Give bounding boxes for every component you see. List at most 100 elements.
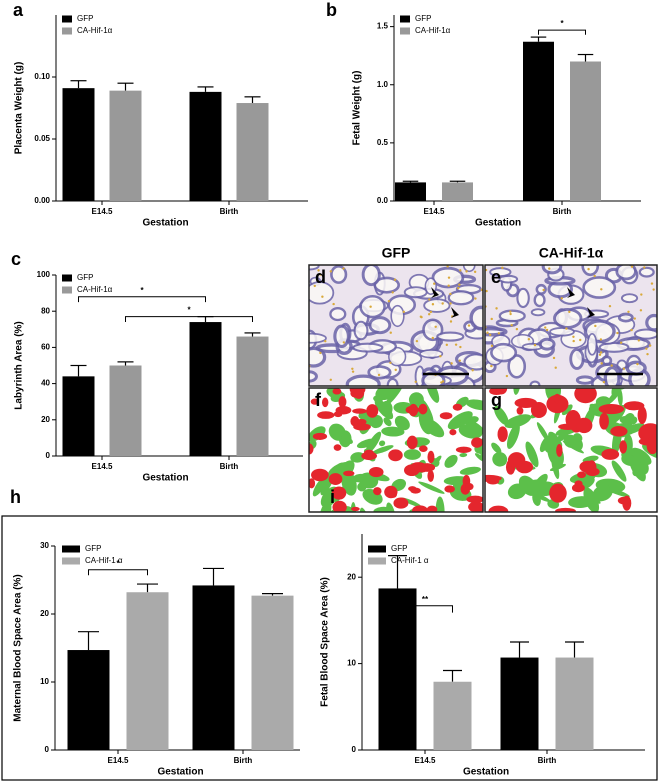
maternal-area (356, 418, 367, 425)
micrograph-frame (308, 387, 484, 513)
x-tick-label: E14.5 (424, 207, 445, 216)
bar (109, 90, 142, 201)
tissue (436, 331, 465, 342)
y-tick-label: 0.0 (377, 196, 389, 205)
tissue (388, 346, 407, 367)
cell (593, 274, 596, 278)
y-tick-label: 100 (37, 270, 51, 279)
maternal-area (579, 460, 597, 473)
cell (454, 343, 458, 346)
fetal-area (525, 441, 539, 468)
fetal-area (381, 426, 405, 437)
maternal-area (466, 495, 483, 504)
cell (394, 368, 397, 372)
panel-letter: d (315, 267, 326, 287)
cell (646, 352, 649, 356)
cell (560, 297, 563, 300)
tissue (469, 305, 483, 331)
cell (446, 265, 449, 268)
maternal-area (388, 449, 403, 462)
cell (545, 328, 549, 332)
panel-frame (1, 515, 658, 781)
maternal-area (549, 483, 567, 503)
arrowhead (587, 307, 595, 318)
y-tick-label: 80 (41, 306, 50, 315)
maternal-area (455, 446, 472, 453)
cell (329, 270, 333, 273)
tissue (345, 374, 381, 386)
cell (572, 335, 575, 338)
maternal-area (619, 440, 628, 454)
maternal-area (328, 473, 343, 486)
cell (637, 339, 641, 342)
maternal-area (410, 487, 421, 494)
maternal-area (393, 497, 409, 509)
significance-label: * (140, 286, 144, 295)
micrograph-frame (484, 264, 658, 387)
fetal-area (632, 464, 645, 477)
cell (433, 282, 436, 285)
tissue (586, 332, 598, 356)
tissue (569, 348, 585, 370)
tissue (352, 342, 384, 353)
tissue (498, 274, 519, 284)
tissue (582, 276, 617, 299)
legend-label: CA-Hif-1 α (85, 556, 123, 565)
cell (497, 332, 501, 335)
maternal-area (575, 417, 593, 434)
y-tick-label: 60 (41, 343, 50, 352)
significance-label: ** (422, 595, 429, 604)
tissue (403, 286, 428, 299)
fetal-area (561, 404, 573, 416)
fetal-area (568, 496, 594, 508)
cell (552, 356, 556, 360)
fetal-area (383, 417, 392, 427)
maternal-area (610, 426, 628, 437)
cell (630, 328, 633, 332)
cell (645, 347, 648, 350)
maternal-area (617, 496, 630, 505)
cell (627, 310, 630, 313)
fetal-area (312, 476, 328, 497)
fetal-area (492, 451, 508, 467)
cell (351, 367, 354, 370)
legend-swatch (62, 557, 80, 565)
bar (442, 182, 473, 201)
legend-label: GFP (415, 14, 431, 23)
maternal-area (637, 406, 647, 425)
fetal-area (608, 486, 620, 494)
cell (459, 269, 462, 272)
cell (598, 353, 602, 356)
cell (554, 366, 557, 369)
cell (393, 278, 397, 281)
fetal-area (394, 415, 410, 431)
tissue (516, 287, 530, 309)
cell (600, 288, 603, 291)
panel-letter: e (491, 267, 501, 287)
tissue (541, 265, 563, 275)
fetal-area (465, 399, 483, 411)
cell (652, 288, 655, 291)
cell (427, 313, 431, 316)
maternal-area (465, 483, 474, 491)
arrowhead (567, 287, 575, 298)
cell (458, 359, 461, 362)
tissue (419, 349, 444, 359)
maternal-area (497, 426, 508, 442)
y-tick-label: 10 (347, 659, 356, 668)
cell (465, 270, 468, 273)
cell (391, 291, 394, 294)
fetal-area (352, 473, 367, 483)
tissue (633, 328, 657, 340)
tissue (553, 308, 583, 329)
y-axis-label: Fetal Blood Space Area (%) (320, 577, 331, 707)
cell (342, 267, 345, 270)
cell (431, 336, 435, 340)
significance-bracket (125, 316, 253, 323)
significance-bracket (538, 29, 586, 35)
fetal-area (383, 388, 403, 408)
y-tick-label: 20 (41, 415, 50, 424)
cell (608, 304, 612, 308)
panel-letter: g (491, 390, 502, 410)
